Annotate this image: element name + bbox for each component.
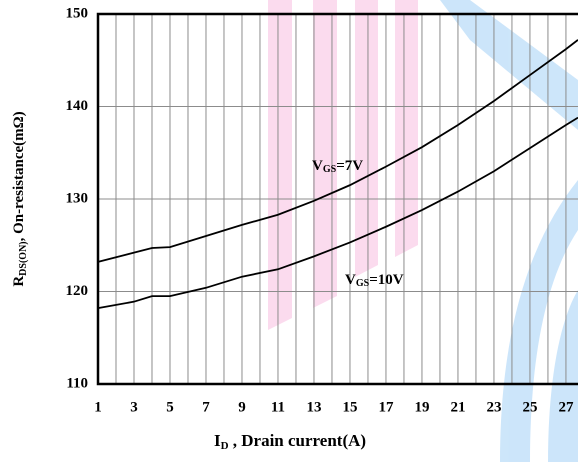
series-label-part: =7V — [336, 158, 363, 174]
x-tick-label: 5 — [166, 399, 174, 415]
curve — [97, 116, 578, 310]
x-tick-label: 19 — [414, 399, 429, 415]
x-tick-label: 3 — [130, 399, 138, 415]
plot-frame — [96, 12, 578, 386]
y-tick-label: 110 — [66, 375, 88, 391]
x-tick-label: 13 — [306, 399, 321, 415]
y-tick-label: 140 — [66, 98, 89, 114]
x-tick-label: 11 — [271, 399, 285, 415]
x-tick-label: 27 — [558, 399, 574, 415]
y-tick-label: 120 — [66, 283, 89, 299]
watermark — [268, 0, 578, 462]
y-tick-label: 150 — [66, 5, 89, 21]
y-axis-label: RDS(ON), On-resistance(mΩ) — [11, 111, 29, 286]
series-label-part: GS — [356, 278, 370, 289]
x-tick-label: 25 — [522, 399, 537, 415]
series-label-part: GS — [323, 164, 337, 175]
x-tick-label: 17 — [378, 399, 394, 415]
series-label-part: =10V — [369, 272, 404, 288]
series-label-part: V — [345, 272, 356, 288]
y-tick-label: 130 — [66, 190, 89, 206]
x-tick-label: 21 — [450, 399, 465, 415]
series-label: VGS=10V — [345, 272, 404, 289]
x-tick-label: 1 — [94, 399, 102, 415]
curve — [97, 39, 578, 263]
series-label-part: V — [312, 158, 323, 174]
series-label: VGS=7V — [312, 158, 363, 175]
x-tick-label: 23 — [486, 399, 501, 415]
x-tick-label: 15 — [342, 399, 357, 415]
x-tick-label: 9 — [238, 399, 246, 415]
x-axis-label: ID , Drain current(A) — [214, 431, 366, 452]
x-tick-label: 7 — [202, 399, 210, 415]
